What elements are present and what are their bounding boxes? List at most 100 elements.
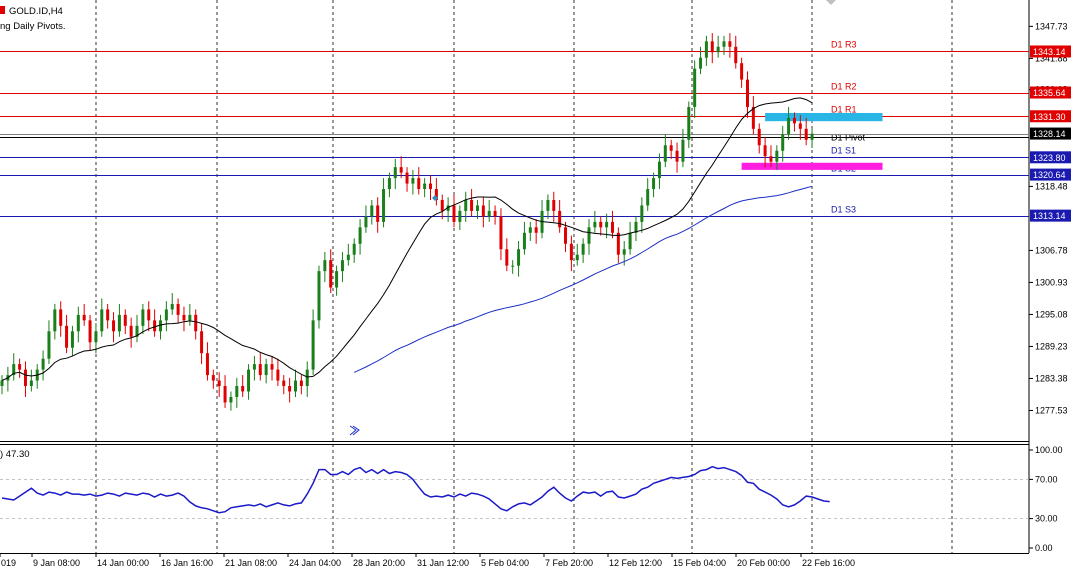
price-tick-label: 1306.78	[1035, 245, 1068, 255]
candle-body	[558, 210, 562, 228]
rsi-label: ) 47.30	[0, 449, 30, 460]
candle-body	[364, 216, 368, 228]
candle-57	[335, 265, 339, 296]
candle-132	[775, 145, 779, 170]
candle-body	[511, 265, 515, 267]
candle-body	[552, 199, 556, 211]
candle-body	[663, 145, 667, 162]
pivot-label-2: D1 R1	[831, 105, 857, 115]
candle-61	[358, 219, 362, 255]
candle-body	[294, 380, 297, 392]
candle-83	[487, 199, 491, 222]
candle-117	[687, 101, 691, 148]
chart-shift-marker[interactable]	[826, 0, 836, 5]
rsi-tick-label: 0.00	[1035, 543, 1053, 553]
candle-body	[393, 167, 397, 179]
candle-body	[164, 309, 168, 321]
candle-124	[728, 33, 732, 58]
candle-111	[652, 172, 656, 198]
candle-64	[376, 197, 380, 233]
candle-body	[411, 178, 415, 184]
candle-body	[100, 309, 104, 332]
current-price-tag-bg	[1030, 127, 1071, 140]
ma-slow-line	[353, 185, 813, 373]
candle-body	[135, 325, 139, 337]
candle-130	[763, 137, 767, 168]
candle-129	[757, 123, 761, 154]
time-tick-label: 019	[1, 558, 16, 568]
candle-20	[117, 303, 121, 337]
candle-body	[628, 232, 632, 250]
candle-body	[153, 320, 157, 332]
candle-98	[575, 243, 579, 266]
rsi-tick-label: 70.00	[1035, 474, 1058, 484]
candle-body	[70, 331, 74, 348]
candle-body	[657, 161, 661, 179]
candle-114	[669, 139, 673, 159]
candle-body	[505, 249, 509, 266]
candle-body	[182, 314, 186, 321]
candle-body	[599, 221, 603, 228]
candle-body	[429, 183, 433, 190]
candle-32	[188, 303, 192, 326]
candle-125	[734, 35, 738, 69]
candle-52	[305, 361, 309, 397]
time-tick-label: 7 Feb 20:00	[545, 558, 593, 568]
candle-115	[675, 142, 679, 173]
pivot-label-4: D1 S1	[831, 146, 856, 156]
candle-body	[223, 386, 227, 403]
candle-body	[804, 128, 808, 140]
price-tick-label: 1289.23	[1035, 341, 1068, 351]
candle-body	[434, 189, 438, 200]
candle-body	[211, 375, 215, 381]
pivot-price-tag-1-label: 1335.64	[1033, 88, 1066, 98]
candle-76	[446, 197, 450, 222]
candle-33	[194, 309, 198, 340]
candle-137	[804, 117, 808, 146]
candle-body	[382, 189, 386, 222]
candle-body	[376, 205, 380, 222]
candle-body	[751, 106, 755, 129]
candle-134	[787, 106, 791, 140]
candle-74	[434, 178, 438, 206]
candle-27	[158, 314, 162, 340]
candle-45	[264, 358, 268, 384]
candle-body	[564, 227, 568, 244]
pivot-price-tag-6-bg	[1030, 209, 1071, 222]
candle-136	[798, 115, 802, 140]
candle-body	[593, 221, 597, 228]
candle-14	[82, 303, 86, 326]
candle-8	[47, 320, 51, 365]
candle-70	[411, 169, 415, 195]
rsi-series	[1, 465, 830, 514]
candle-46	[270, 355, 274, 381]
candle-110	[646, 178, 650, 211]
candle-12	[70, 325, 74, 356]
candle-body	[704, 41, 708, 58]
candle-86	[505, 238, 509, 272]
candle-body	[200, 331, 204, 354]
candle-36	[211, 369, 215, 389]
candle-66	[387, 172, 391, 198]
candle-138	[810, 128, 814, 148]
time-tick-label: 15 Feb 04:00	[673, 558, 726, 568]
pivot-label-0: D1 R3	[831, 40, 857, 50]
candle-35	[205, 342, 209, 381]
candle-body	[258, 364, 262, 376]
candle-body	[517, 249, 521, 266]
candle-body	[470, 199, 474, 211]
candle-24	[141, 303, 145, 335]
candle-123	[722, 35, 726, 55]
pivot-price-tag-1-bg	[1030, 86, 1071, 99]
symbol-color-icon	[0, 6, 5, 14]
ma-start-marker-icon	[349, 425, 360, 436]
supply-zone	[765, 112, 883, 122]
candle-body	[123, 314, 127, 326]
price-tick-label: 1300.93	[1035, 277, 1068, 287]
candle-body	[252, 364, 256, 370]
candle-body	[569, 243, 573, 261]
candle-75	[440, 194, 444, 220]
